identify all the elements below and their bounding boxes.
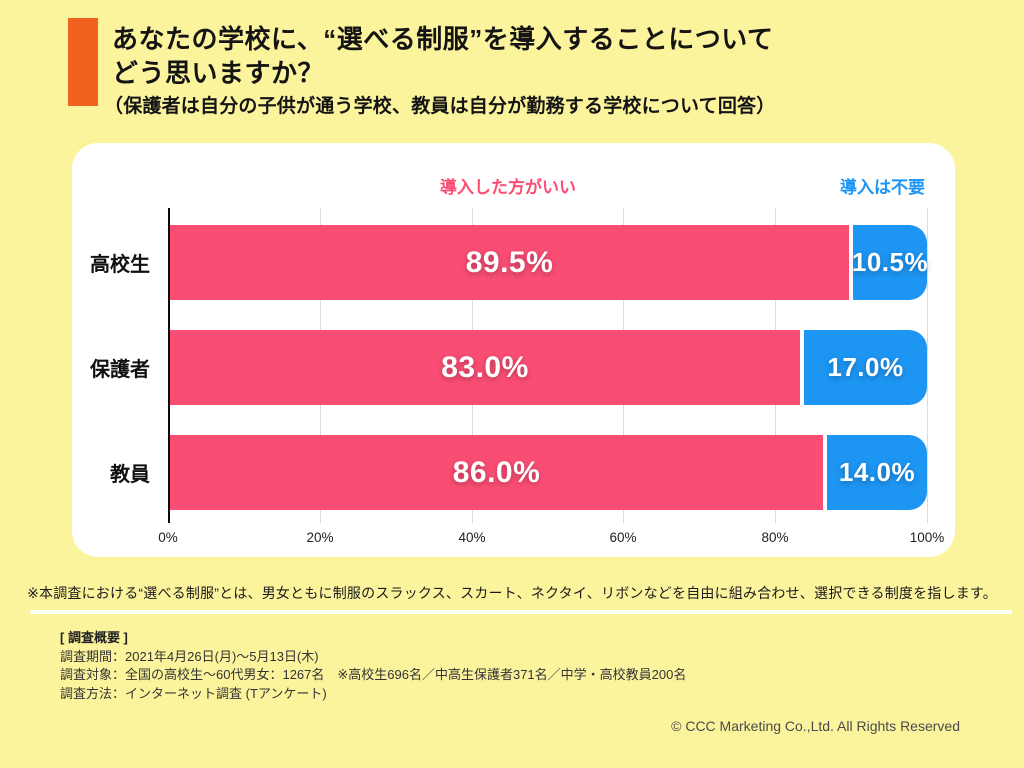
bar-segment-against: 10.5% [851,225,929,300]
survey-method: 調査方法：インターネット調査 (Tアンケート) [60,685,327,701]
x-tick-label: 80% [761,530,789,545]
survey-subjects: 調査対象：全国の高校生～60代男女：1267名 ※高校生696名／中高生保護者3… [60,667,687,682]
category-label: 高校生 [90,254,150,276]
category-label: 教員 [110,464,150,486]
bar-segment-favor: 86.0% [170,435,823,510]
title-line-1: あなたの学校に、“選べる制服”を導入することについて [112,24,774,54]
bar-value-label: 86.0% [452,455,541,489]
x-tick-label: 60% [609,530,637,545]
title-line-2: どう思いますか？ [112,58,325,88]
bar-value-label: 83.0% [441,350,529,384]
page-title: あなたの学校に、“選べる制服”を導入することについて どう思いますか？ （保護者… [104,22,775,120]
bar-value-label: 89.5% [465,245,554,279]
survey-overview: [ 調査概要 ] 調査期間：2021年4月26日(月)～5月13日(木) 調査対… [60,629,686,703]
title-accent-bar [68,18,98,106]
y-axis-line [168,208,170,523]
category-label: 保護者 [90,359,150,381]
x-tick-label: 20% [306,530,334,545]
x-tick-label: 100% [909,530,945,545]
bar-segment-favor: 83.0% [170,330,800,405]
chart-card: 導入した方がいい 導入は不要 0% 20% 40% 60% 80% 100% 高校生 89.5… [72,143,955,557]
divider-line [30,610,1012,614]
bar-segment-against: 17.0% [804,330,927,405]
legend-item-against: 導入は不要 [840,178,925,197]
legend-item-favor: 導入した方がいい [440,178,576,197]
x-tick-label: 0% [158,530,178,545]
x-tick-label: 40% [458,530,486,545]
survey-heading: [ 調査概要 ] [60,630,128,645]
bar-value-label: 14.0% [838,457,916,487]
bar-value-label: 10.5% [851,247,929,277]
bar-segment-against: 14.0% [827,435,927,510]
bar-value-label: 17.0% [827,352,904,382]
title-subtitle: （保護者は自分の子供が通う学校、教員は自分が勤務する学校について回答） [104,96,776,117]
bar-segment-favor: 89.5% [170,225,849,300]
plot-area: 0% 20% 40% 60% 80% 100% 高校生 89.5% 10.5% 保護者 83.0% 1… [90,208,944,545]
survey-period: 調査期間：2021年4月26日(月)～5月13日(木) [60,648,319,664]
gridline [927,208,928,523]
footnote: ※本調査における“選べる制服”とは、男女ともに制服のスラックス、スカート、ネクタ… [27,585,997,601]
copyright-notice: © CCC Marketing Co.,Ltd. All Rights Rese… [671,718,960,734]
